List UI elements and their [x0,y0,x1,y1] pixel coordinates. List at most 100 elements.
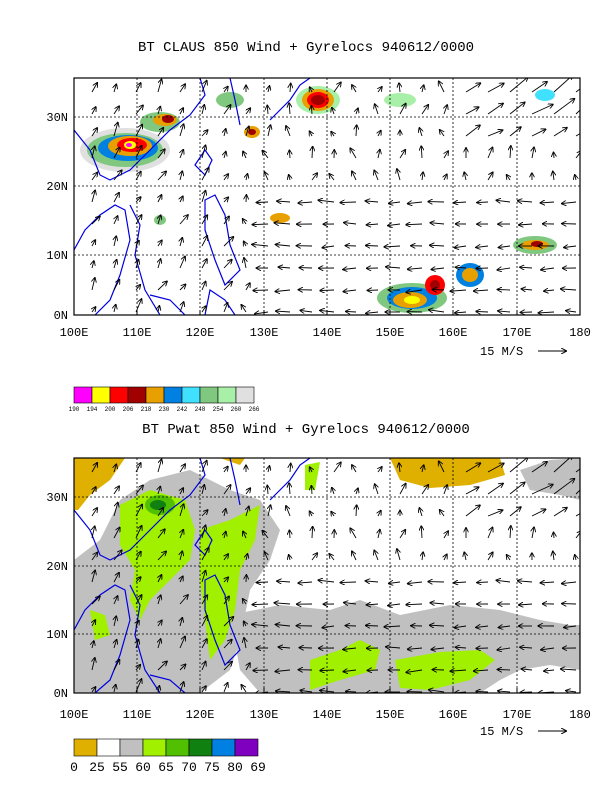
wind-vector [92,307,96,312]
wind-vector [246,174,248,181]
wind-vector [201,191,206,203]
wind-vector [114,84,116,93]
wind-vector [286,126,291,137]
wind-vector [310,87,312,92]
wind-vector [329,174,335,181]
wind-vector [201,168,209,181]
wind-vector [276,311,291,312]
wind-vector [224,152,226,159]
wind-vector [389,202,401,203]
wind-vector [300,310,313,312]
wind-vector [157,171,166,181]
wind-vector [553,128,567,137]
wind-vector [180,238,182,247]
panel1-legend-swatch [145,386,165,404]
wind-vector [439,81,445,93]
wind-vector [114,236,116,247]
wind-vector [243,152,246,159]
wind-vector [312,147,313,159]
wind-vector [276,245,291,247]
wind-vector [136,285,140,291]
wind-vector [352,85,356,93]
wind-vector [246,283,250,291]
wind-vector [114,260,117,269]
wind-vector [135,83,141,93]
wind-vector [224,87,228,93]
wind-vector [444,174,447,181]
wind-vector [158,215,161,225]
panel1-legend-label: 218 [141,406,152,413]
wind-vector [135,146,142,159]
wind-vector [378,150,380,159]
wind-vector [366,201,379,202]
wind-vector [92,146,95,159]
wind-vector [520,267,533,268]
wind-vector [422,85,424,93]
panel1-lon-170: 170E [503,326,532,340]
wind-vector [91,83,97,93]
wind-vector [180,150,183,159]
wind-vector [388,224,401,226]
wind-vector [136,260,139,269]
wind-vector [464,172,466,181]
wind-vector [290,84,291,93]
wind-vector [289,150,290,159]
wind-vector [575,175,576,181]
wind-vector [408,268,423,269]
wind-vector [487,148,493,159]
wind-vector [553,78,573,93]
wind-vector [431,268,445,270]
wind-vector [92,278,95,291]
wind-vector [135,215,142,225]
wind-vector [465,83,480,93]
wind-vector [157,281,167,291]
wind-vector [532,147,534,159]
wind-vector [158,195,162,203]
wind-vector [257,202,269,203]
wind-vector [158,306,159,313]
wind-vector [399,150,405,159]
panel1-legend-label: 248 [195,406,206,413]
wind-vector [440,130,444,137]
panel1-coastlines [74,78,311,315]
wind-vector [408,202,423,204]
wind-vector [487,104,503,115]
panel1-lat-0: 0N [54,309,68,323]
wind-vector [255,312,269,314]
wind-vector [509,78,528,93]
wind-vector [378,87,382,93]
wind-vector [352,171,357,181]
wind-vector [419,128,422,137]
wind-vector [507,175,510,181]
wind-vector [268,86,270,93]
wind-vector [519,224,533,225]
wind-vector [224,174,228,181]
wind-vector [429,310,445,312]
wind-vector [289,103,290,115]
wind-vector [267,106,268,115]
wind-vector [477,202,489,203]
panel2-title: BT Pwat 850 Wind + Gyrelocs 940612/0000 [142,422,470,438]
wind-vector [179,284,186,291]
wind-vector [399,83,400,93]
wind-vector [575,88,580,93]
wind-vector [332,108,334,115]
wind-vector [201,81,207,93]
wind-vector [113,123,118,137]
wind-vector [179,84,185,93]
wind-vector [113,170,122,181]
wind-vector [454,202,467,203]
wind-vector [277,201,291,202]
panel1-lon-160: 160E [439,326,468,340]
wind-vector [344,223,357,224]
panel1-legend-swatch [199,386,219,404]
wind-vector [455,312,467,313]
wind-vector [246,127,249,137]
wind-vector [350,148,357,159]
wind-vector [113,193,119,203]
wind-vector [223,217,229,225]
wind-vector [497,268,511,270]
wind-vector [223,260,232,269]
wind-vector [135,125,142,137]
